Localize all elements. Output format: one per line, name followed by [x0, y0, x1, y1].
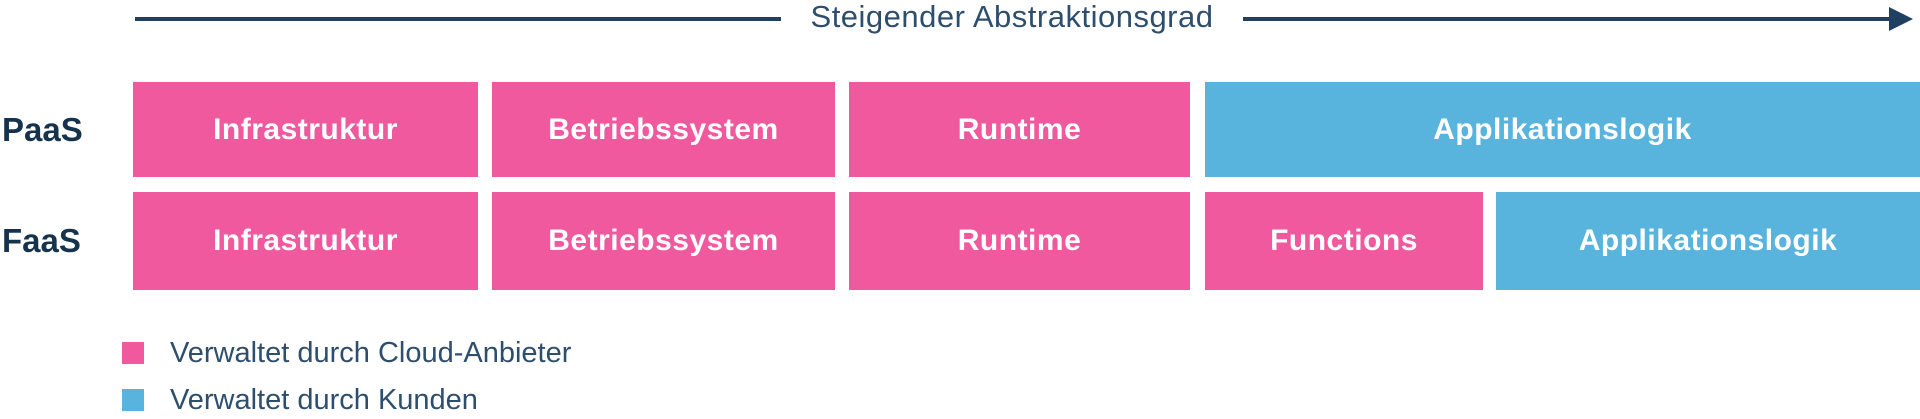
legend: Verwaltet durch Cloud-Anbieter Verwaltet … [122, 337, 571, 419]
legend-label: Verwaltet durch Kunden [170, 383, 478, 416]
layer-box-faas-betriebssystem: Betriebssystem [492, 192, 835, 290]
layer-box-faas-infrastruktur: Infrastruktur [133, 192, 478, 290]
layer-box-paas-betriebssystem: Betriebssystem [492, 82, 835, 177]
layer-box-paas-infrastruktur: Infrastruktur [133, 82, 478, 177]
layer-box-paas-applikationslogik: Applikationslogik [1205, 82, 1920, 177]
layer-box-faas-runtime: Runtime [849, 192, 1190, 290]
legend-label: Verwaltet durch Cloud-Anbieter [170, 336, 572, 369]
row-label-paas: PaaS [2, 110, 83, 148]
axis-title: Steigender Abstraktionsgrad [810, 0, 1214, 34]
legend-row: Verwaltet durch Cloud-Anbieter [122, 337, 571, 369]
layer-box-paas-runtime: Runtime [849, 82, 1190, 177]
arrow-line-left [135, 17, 781, 21]
arrow-line-right [1243, 17, 1889, 21]
layer-box-faas-functions: Functions [1205, 192, 1483, 290]
layer-box-faas-applikationslogik: Applikationslogik [1496, 192, 1920, 290]
abstraction-axis: Steigender Abstraktionsgrad [135, 0, 1913, 38]
row-label-faas: FaaS [2, 222, 81, 259]
legend-row: Verwaltet durch Kunden [122, 384, 571, 416]
arrow-head-icon [1889, 7, 1913, 31]
legend-swatch-pink-icon [122, 342, 144, 364]
legend-swatch-blue-icon [122, 389, 144, 411]
